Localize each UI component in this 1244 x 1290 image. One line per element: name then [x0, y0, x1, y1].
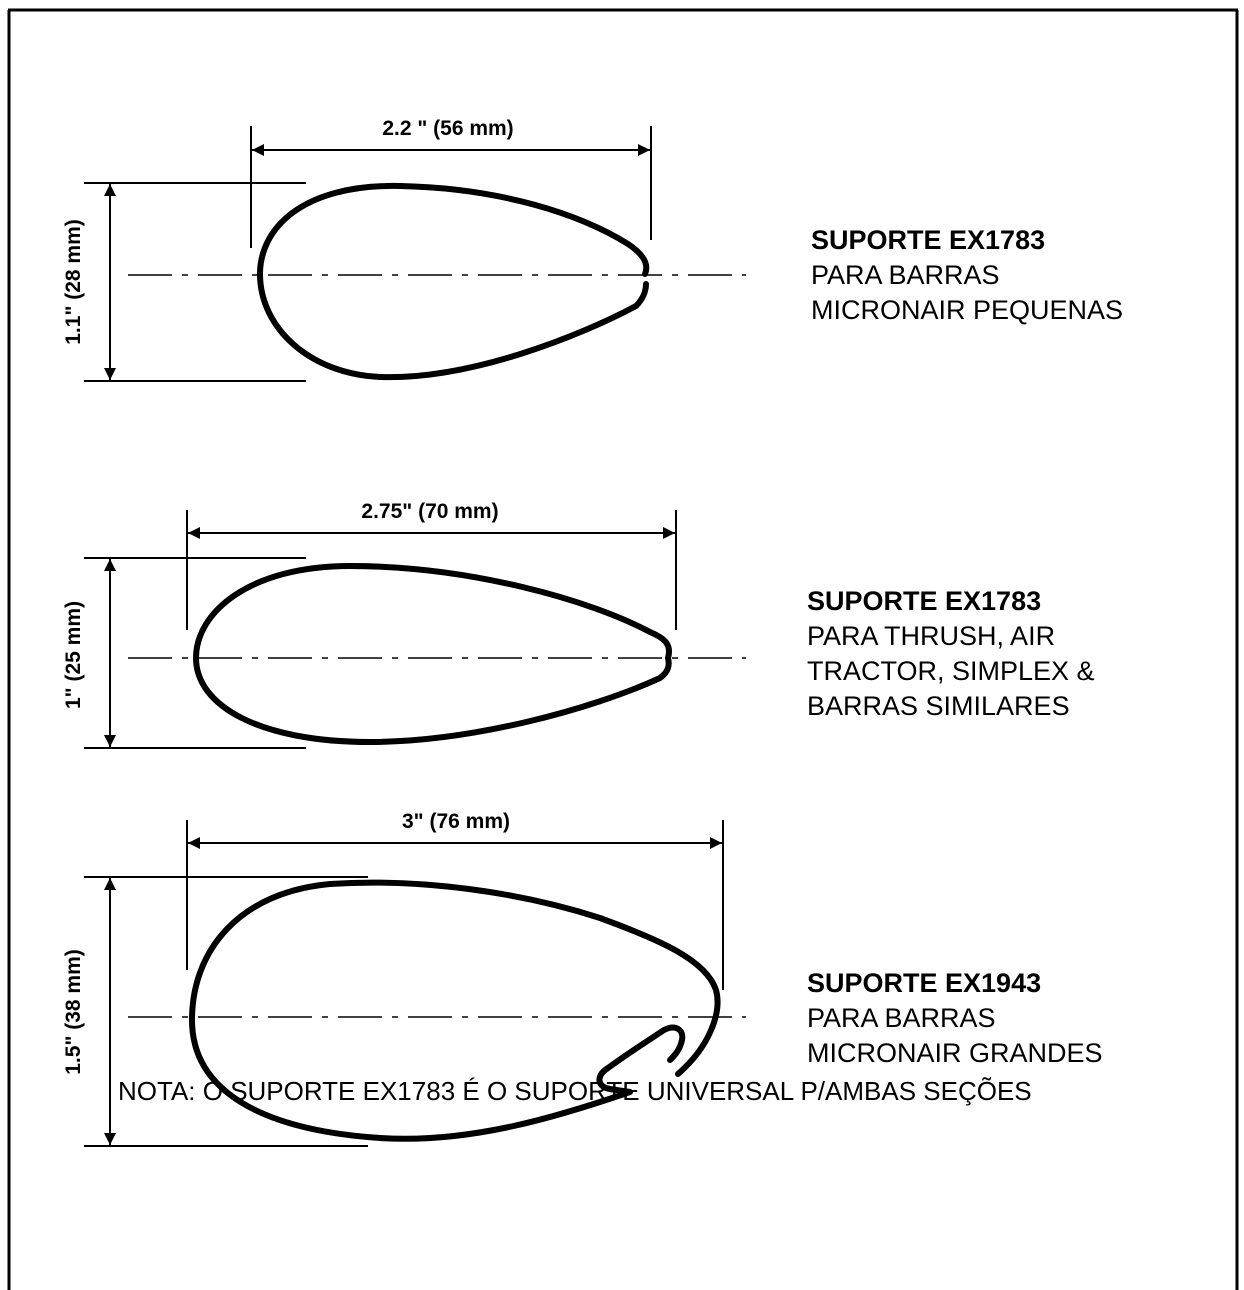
note-text: NOTA: O SUPORTE EX1783 É O SUPORTE UNIVE…: [118, 1076, 1032, 1106]
section-2-line-3: BARRAS SIMILARES: [807, 691, 1070, 721]
section-3-drawing: 3" (76 mm) 1.5" (38 mm): [62, 810, 746, 1147]
section-2-width-label: 2.75" (70 mm): [361, 500, 498, 523]
section-3-line-1: PARA BARRAS: [807, 1003, 996, 1033]
section-1-drawing: 2.2 " (56 mm) 1.1" (28 mm): [62, 117, 746, 382]
section-3-caption: SUPORTE EX1943 PARA BARRAS MICRONAIR GRA…: [807, 966, 1103, 1071]
section-3-height-label: 1.5" (38 mm): [62, 949, 85, 1075]
section-1-caption: SUPORTE EX1783 PARA BARRAS MICRONAIR PEQ…: [811, 223, 1123, 328]
section-2-height-label: 1" (25 mm): [62, 601, 85, 709]
section-3-profile: [189, 879, 721, 1142]
section-2-title: SUPORTE EX1783: [807, 586, 1042, 616]
section-1-line-1: PARA BARRAS: [811, 260, 1000, 290]
section-1-line-2: MICRONAIR PEQUENAS: [811, 295, 1124, 325]
section-3-line-2: MICRONAIR GRANDES: [807, 1038, 1103, 1068]
section-1-title: SUPORTE EX1783: [811, 225, 1046, 255]
section-2-drawing: 2.75" (70 mm) 1" (25 mm): [62, 500, 746, 749]
section-1-width-label: 2.2 " (56 mm): [382, 117, 513, 140]
section-3-title: SUPORTE EX1943: [807, 968, 1042, 998]
section-1-height-label: 1.1" (28 mm): [62, 219, 85, 345]
section-2-caption: SUPORTE EX1783 PARA THRUSH, AIR TRACTOR,…: [807, 584, 1095, 724]
page-border: [7, 8, 1239, 1290]
section-2-profile: [193, 563, 672, 745]
section-1-profile: [256, 182, 650, 381]
section-3-width-label: 3" (76 mm): [402, 810, 510, 833]
section-2-line-1: PARA THRUSH, AIR: [807, 621, 1056, 651]
section-2-line-2: TRACTOR, SIMPLEX &: [807, 656, 1095, 686]
